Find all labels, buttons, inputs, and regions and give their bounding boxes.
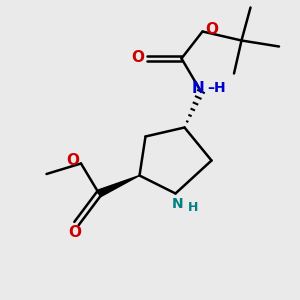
Text: O: O xyxy=(131,50,145,65)
Text: O: O xyxy=(66,153,79,168)
Text: O: O xyxy=(206,22,219,38)
Text: N: N xyxy=(192,81,204,96)
Text: H: H xyxy=(188,201,198,214)
Text: O: O xyxy=(68,225,82,240)
Text: –H: –H xyxy=(207,82,226,95)
Text: N: N xyxy=(172,197,184,211)
Polygon shape xyxy=(98,176,140,197)
